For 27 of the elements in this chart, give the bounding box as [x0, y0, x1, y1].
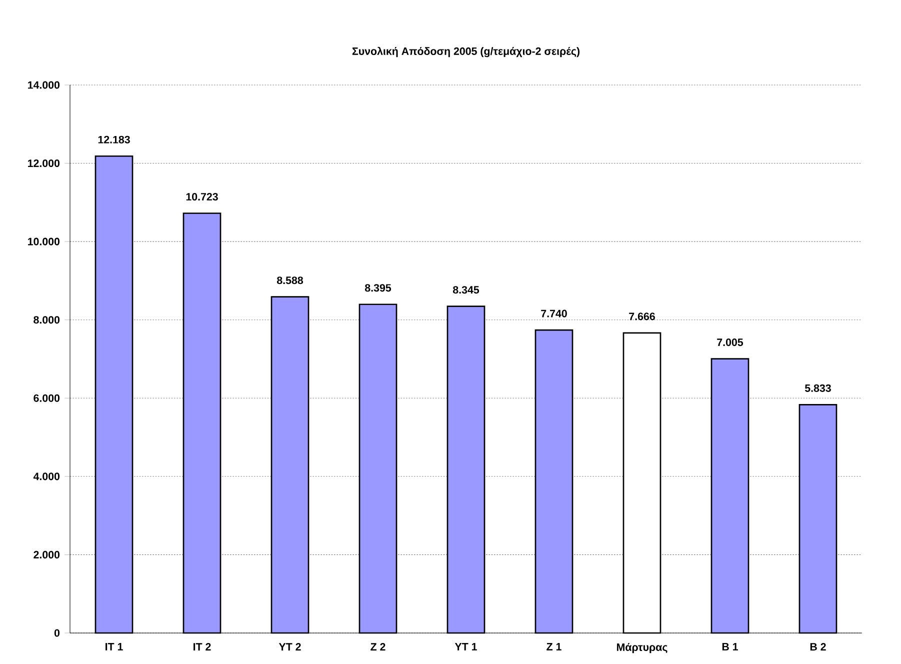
data-label: 7.666 — [629, 312, 655, 320]
x-tick-label: ΥΤ 1 — [454, 643, 477, 650]
data-label: 7.740 — [541, 310, 567, 318]
x-tick-label: ΥΤ 2 — [278, 643, 301, 650]
y-tick-label: 6.000 — [34, 394, 60, 402]
x-tick-label: Ζ 1 — [546, 643, 562, 650]
data-label: 5.833 — [804, 384, 831, 392]
y-tick-label: 8.000 — [34, 316, 60, 324]
data-label: 8.588 — [276, 276, 304, 284]
chart-title: Συνολική Απόδοση 2005 (g/τεμάχιο-2 σειρές) — [352, 46, 580, 58]
x-tick-label: ΙΤ 1 — [106, 643, 123, 650]
x-tick-label: ΙΤ 2 — [194, 643, 211, 650]
data-label: 8.345 — [452, 286, 480, 294]
y-tick-label: 2.000 — [34, 550, 60, 558]
y-tick-label: 0 — [54, 629, 60, 637]
x-tick-label: Β 1 — [722, 643, 738, 650]
data-label: 7.005 — [717, 338, 744, 346]
data-label: 10.723 — [186, 192, 218, 201]
y-tick-label: 10.000 — [28, 238, 60, 246]
x-tick-label: Ζ 2 — [370, 643, 386, 650]
x-tick-label: Μάρτυρας — [616, 643, 668, 654]
x-tick-label: Β 2 — [810, 643, 826, 650]
data-label: 8.395 — [364, 284, 392, 292]
y-tick-label: 12.000 — [28, 160, 60, 168]
data-label: 12.183 — [98, 136, 130, 144]
y-tick-label: 14.000 — [28, 81, 60, 89]
y-tick-label: 4.000 — [33, 472, 60, 480]
